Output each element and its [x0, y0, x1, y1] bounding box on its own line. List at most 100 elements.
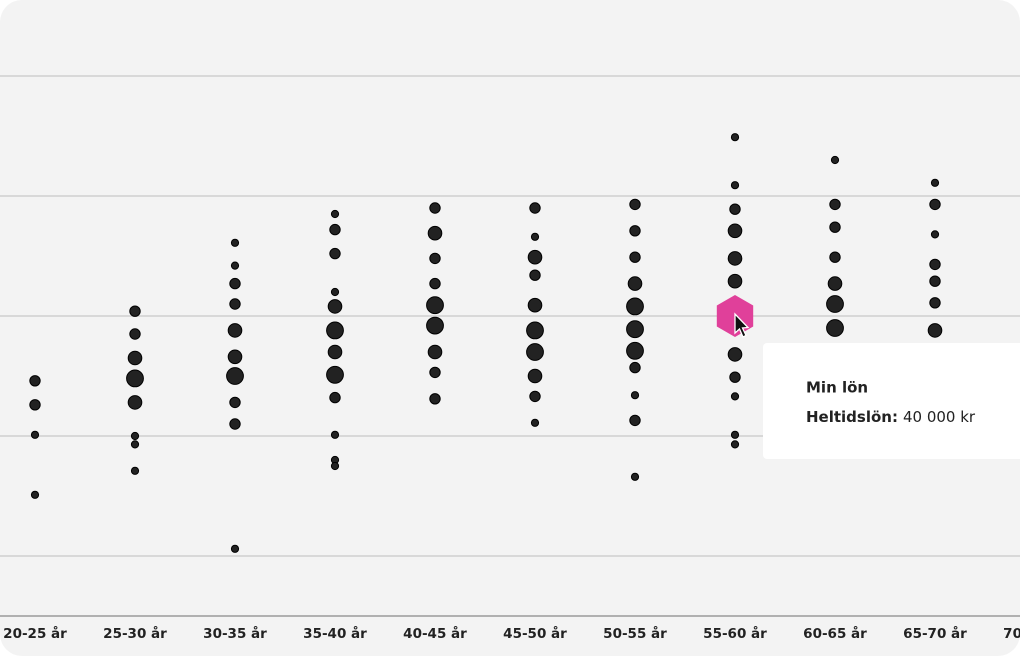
- tooltip-box: [763, 343, 1020, 459]
- dot: [826, 295, 844, 313]
- dot: [129, 328, 141, 340]
- dot: [626, 297, 644, 316]
- x-tick-label: 20-25 år: [3, 625, 67, 642]
- dot: [727, 347, 743, 362]
- dot: [730, 392, 740, 401]
- dot: [330, 287, 340, 297]
- dot: [727, 251, 743, 266]
- dot: [427, 225, 443, 241]
- dot: [127, 350, 143, 366]
- dot: [330, 209, 340, 219]
- x-tick-label: 55-60 år: [703, 625, 767, 642]
- x-labels: 20-25 år 25-30 år 30-35 år 35-40 år 40-45 år…: [3, 625, 1020, 642]
- dot: [730, 440, 740, 449]
- dot: [526, 343, 544, 361]
- dot: [927, 323, 943, 338]
- x-tick-label: 25-30 år: [103, 625, 167, 642]
- dot: [227, 323, 243, 338]
- dot: [229, 396, 241, 409]
- dot: [230, 238, 240, 247]
- dot: [626, 320, 644, 339]
- x-tick-label: 65-70 år: [903, 625, 967, 642]
- dot: [829, 251, 841, 263]
- dot: [29, 399, 41, 411]
- dot: [827, 276, 843, 291]
- dot: [426, 296, 444, 315]
- dot: [930, 178, 940, 187]
- dot: [30, 430, 40, 439]
- dot: [527, 249, 543, 265]
- dot: [130, 431, 140, 441]
- dot: [529, 269, 541, 281]
- dot: [929, 198, 941, 211]
- dot: [829, 198, 841, 211]
- dot: [530, 418, 540, 427]
- cursor: [734, 312, 750, 338]
- dot: [730, 133, 740, 142]
- dot: [330, 461, 340, 471]
- x-tick-label: 35-40 år: [303, 625, 367, 642]
- dot: [730, 181, 740, 190]
- dot: [326, 321, 344, 340]
- dot: [930, 230, 940, 239]
- dot: [630, 391, 640, 400]
- dot: [529, 202, 541, 214]
- dot: [730, 430, 740, 439]
- dot: [329, 391, 341, 404]
- dot: [126, 369, 144, 388]
- dot: [30, 490, 40, 499]
- x-tick-label: 30-35 år: [203, 625, 267, 642]
- dot: [630, 472, 640, 481]
- dot: [427, 344, 443, 360]
- x-tick-label: 60-65 år: [803, 625, 867, 642]
- dot: [526, 321, 544, 340]
- dot: [29, 375, 41, 387]
- dot: [429, 202, 441, 214]
- dot: [527, 297, 543, 313]
- dot: [229, 418, 241, 430]
- x-tick-label: 50-55 år: [603, 625, 667, 642]
- dot: [727, 273, 743, 289]
- dot: [229, 298, 241, 310]
- dot: [226, 367, 244, 385]
- tooltip: Min lön Heltidslön: 40 000 kr: [763, 343, 1020, 459]
- x-tick-label: 70-75 år: [1003, 625, 1020, 642]
- dot: [329, 247, 341, 260]
- dot: [629, 414, 641, 427]
- dot: [330, 430, 340, 439]
- dot: [327, 299, 343, 314]
- dot: [629, 225, 641, 237]
- dot: [429, 252, 441, 265]
- dot: [929, 258, 941, 271]
- dot: [929, 275, 941, 287]
- dots: [29, 133, 943, 553]
- dot: [627, 276, 643, 291]
- dot: [129, 305, 141, 317]
- dot: [230, 261, 240, 270]
- dot: [229, 277, 241, 290]
- dot: [227, 349, 243, 365]
- x-tick-label: 40-45 år: [403, 625, 467, 642]
- dot: [629, 198, 641, 211]
- tooltip-line: Heltidslön: 40 000 kr: [806, 408, 976, 426]
- dot: [830, 155, 840, 165]
- dot: [829, 221, 841, 233]
- dot: [327, 344, 343, 360]
- dot: [429, 366, 441, 379]
- x-tick-label: 45-50 år: [503, 625, 567, 642]
- dot: [426, 316, 444, 335]
- dot: [429, 277, 441, 290]
- dot: [130, 440, 140, 449]
- dot: [529, 390, 541, 403]
- dot: [130, 466, 140, 475]
- dot: [727, 223, 743, 239]
- dot: [429, 393, 441, 405]
- tooltip-value: 40 000 kr: [903, 408, 976, 426]
- dot: [729, 203, 741, 215]
- dot: [629, 251, 641, 263]
- tooltip-title: Min lön: [806, 379, 868, 397]
- dot: [326, 365, 344, 384]
- dot: [826, 319, 844, 337]
